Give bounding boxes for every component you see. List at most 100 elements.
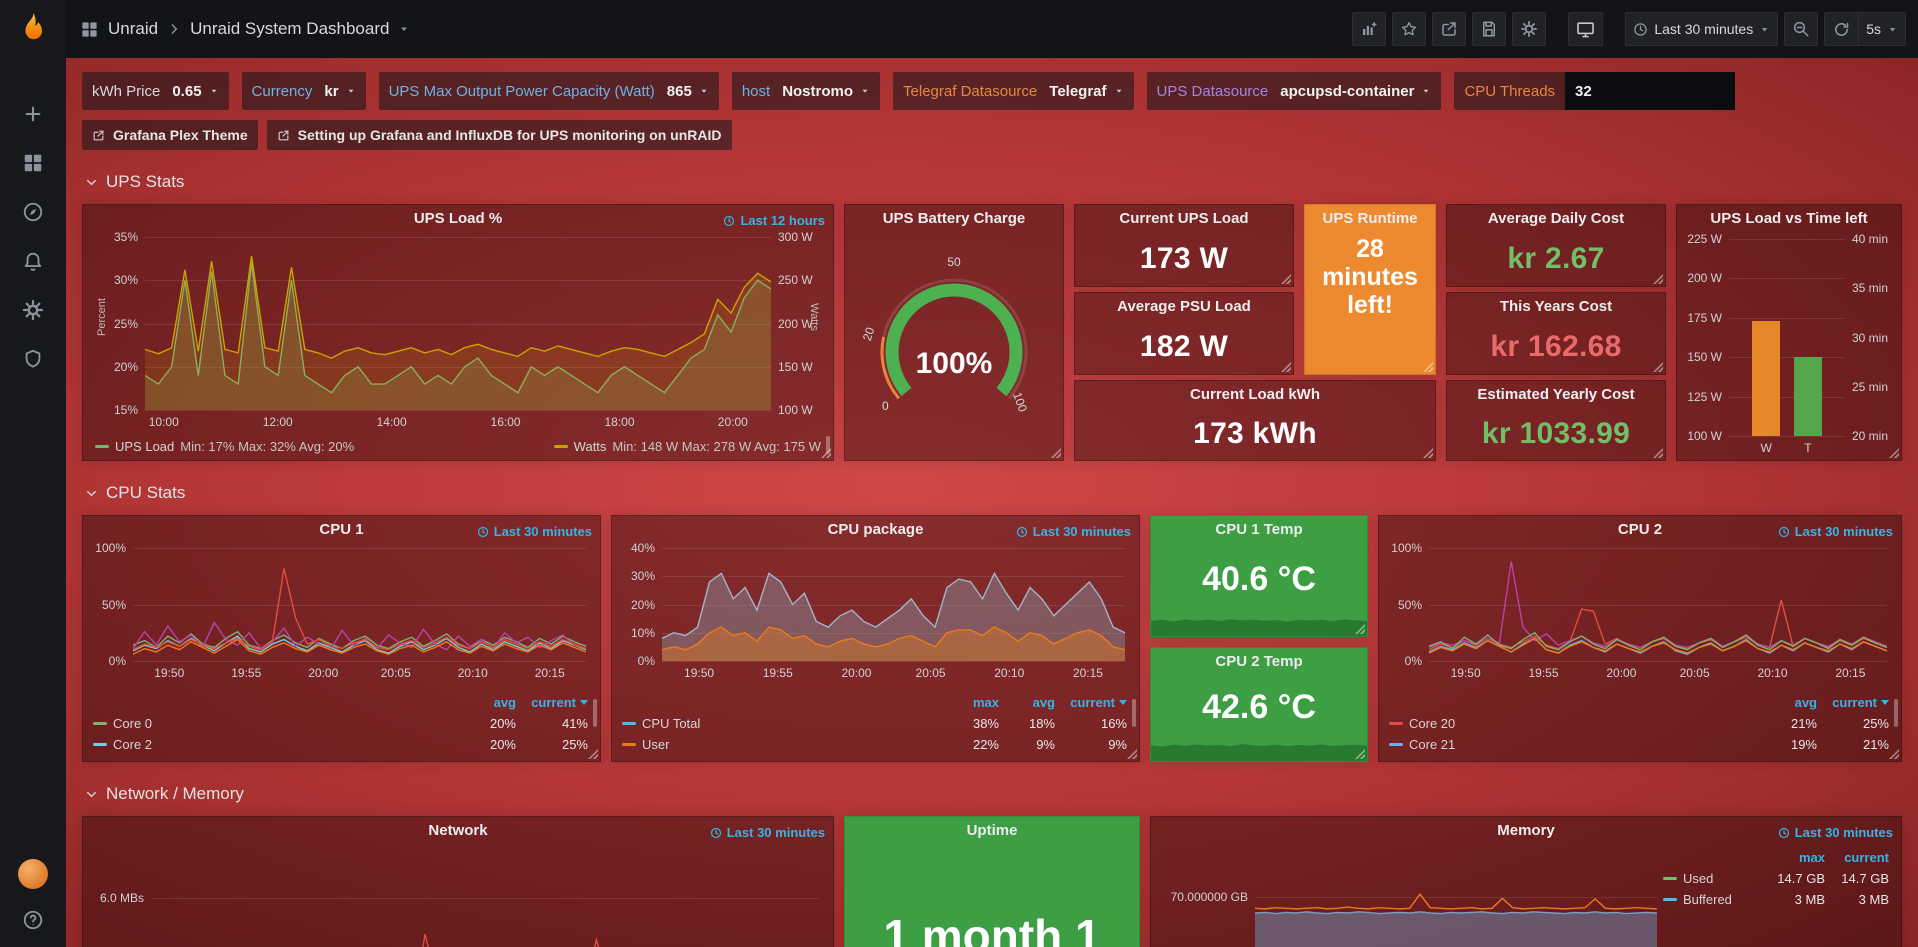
cpu-package-chart[interactable]: 40% 30% 20% 10% 0% 19:50 19:55 20:00 20:05 20:10 2… [618,541,1133,683]
dashboard-links-row: Grafana Plex Theme Setting up Grafana an… [82,120,1902,150]
series-marker [93,722,107,725]
stat-value: kr 162.68 [1490,329,1622,363]
help-icon[interactable] [22,909,44,931]
variable-kwh-price[interactable]: kWh Price 0.65 [82,72,229,110]
cpu1-chart[interactable]: 100% 50% 0% 19:50 19:55 20:00 20:05 20:10 20:15 [89,541,594,683]
server-admin-shield-icon[interactable] [22,348,44,370]
series-marker [1663,877,1677,880]
panel-cpu-2-temp: CPU 2 Temp 42.6 °C [1150,647,1368,762]
panel-title[interactable]: UPS Load % [413,209,503,227]
legend-header-avg[interactable]: avg [493,695,516,710]
variable-telegraf-datasource[interactable]: Telegraf Datasource Telegraf [893,72,1134,110]
link-ups-monitoring-guide[interactable]: Setting up Grafana and InfluxDB for UPS … [266,120,732,150]
breadcrumb-dashboard[interactable]: Unraid System Dashboard [190,19,390,38]
apps-grid-icon[interactable] [80,20,99,39]
stat-value: 173 kWh [1193,416,1317,450]
configuration-gear-icon[interactable] [22,299,44,321]
temp-sparkline [1151,735,1367,761]
cpu-threads-input[interactable] [1565,72,1736,110]
legend-scrollbar[interactable] [826,436,830,454]
share-button[interactable] [1432,12,1467,46]
topbar-actions: Last 30 minutes 5s [1352,12,1906,46]
refresh-interval-select[interactable]: 5s [1858,12,1906,46]
stat-value: 173 W [1139,241,1229,275]
stat-value: 182 W [1139,329,1229,363]
memory-chart[interactable]: 70.000000 GB60.000000 GB50.000000 GB [1157,845,1657,947]
row-header-ups-stats[interactable]: UPS Stats [84,172,1902,192]
variable-host[interactable]: host Nostromo [731,72,881,110]
row-header-network-memory[interactable]: Network / Memory [84,784,1902,804]
cycle-view-monitor-button[interactable] [1568,12,1604,46]
legend-scrollbar[interactable] [593,699,597,727]
variable-ups-datasource[interactable]: UPS Datasource apcupsd-container [1146,72,1442,110]
time-override-badge: Last 30 minutes [710,825,825,840]
time-range-picker[interactable]: Last 30 minutes [1625,12,1779,46]
row-header-cpu-stats[interactable]: CPU Stats [84,483,1902,503]
variable-ups-max-watt[interactable]: UPS Max Output Power Capacity (Watt) 865 [378,72,719,110]
legend-header-current[interactable]: current [516,695,588,710]
legend-scrollbar[interactable] [1894,699,1898,727]
panel-ups-load-vs-time-left: UPS Load vs Time left 225 W 200 W 175 W 150… [1676,204,1902,461]
caret-down-icon [1116,89,1122,93]
sort-caret-icon [1881,700,1889,705]
series-marker [622,743,636,746]
add-panel-button[interactable] [1352,12,1387,46]
user-avatar[interactable] [18,859,48,889]
breadcrumb-app[interactable]: Unraid [108,19,159,38]
dashboard-settings-button[interactable] [1512,12,1547,46]
create-plus-icon[interactable] [22,103,44,125]
gauge-arc [880,278,1028,400]
refresh-interval-label: 5s [1866,21,1881,37]
alerting-bell-icon[interactable] [22,250,44,272]
refresh-button[interactable] [1824,12,1859,46]
grafana-logo-icon[interactable] [15,10,51,51]
explore-compass-icon[interactable] [22,201,44,223]
series-marker [1389,722,1403,725]
legend-item[interactable]: Watts Min: 148 W Max: 278 W Avg: 175 W [553,439,821,454]
star-button[interactable] [1392,12,1427,46]
caret-down-icon [701,89,707,93]
load-vs-time-chart[interactable]: 225 W 200 W 175 W 150 W 125 W 100 W 40 min 35 m… [1687,232,1889,455]
dashboards-icon[interactable] [22,152,44,174]
dashboard-canvas: kWh Price 0.65 Currency kr UPS Max Outpu… [66,58,1918,947]
legend-row: Used 14.7 GB 14.7 GB [1663,868,1889,889]
clock-icon [710,827,721,838]
legend-row: Core 20 21% 25% [1389,713,1889,734]
legend-table: avg current Core 0 20% 41% Core 2 20% 25% [93,692,588,755]
gauge-tick: 50 [947,255,961,269]
time-range-label: Last 30 minutes [1654,21,1754,37]
zoom-out-button[interactable] [1784,12,1819,46]
cpu2-chart[interactable]: 100% 50% 0% 19:50 19:55 20:00 20:05 20:10 20:15 [1385,541,1895,683]
panel-cpu-package: CPU package Last 30 minutes 40% 30% 20% 10%… [611,515,1140,762]
ups-stats-row: UPS Load % Last 12 hours 35% 30% 25% 20% 15%… [82,204,1902,461]
panel-ups-runtime: UPS Runtime 28 minutes left! [1304,204,1436,375]
panel-memory: Memory Last 30 minutes 70.000000 GB60.00… [1150,816,1902,947]
clock-icon [1016,526,1027,537]
stat-value: 1 month 1 [883,910,1101,947]
clock-icon [477,526,488,537]
sort-caret-icon [1119,700,1127,705]
save-button[interactable] [1472,12,1507,46]
series-marker [93,743,107,746]
link-grafana-plex-theme[interactable]: Grafana Plex Theme [82,120,258,150]
stat-value: kr 2.67 [1507,241,1605,275]
ups-load-chart[interactable]: 35% 30% 25% 20% 15% 300 W 250 W 200 W 150 W 100 W… [96,230,820,429]
legend-item[interactable]: UPS Load Min: 17% Max: 32% Avg: 20% [95,439,354,454]
legend-scrollbar[interactable] [1132,699,1136,727]
time-override-badge: Last 30 minutes [1778,524,1893,539]
series-marker [553,444,568,448]
caret-down-icon [348,89,354,93]
panel-title[interactable]: UPS Battery Charge [882,209,1026,227]
legend-row: Core 0 20% 41% [93,713,588,734]
panel-ups-load: UPS Load % Last 12 hours 35% 30% 25% 20% 15%… [82,204,834,461]
caret-down-icon [211,89,217,93]
stat-value: 42.6 °C [1202,688,1316,726]
variable-currency[interactable]: Currency kr [241,72,366,110]
network-chart[interactable]: 6.0 MBs4.0 MBs2.0 MBs [89,845,827,947]
temp-sparkline [1151,610,1367,636]
time-override-badge: Last 30 minutes [1016,524,1131,539]
variable-cpu-threads[interactable]: CPU Threads [1454,72,1736,110]
caret-down-icon[interactable] [398,23,410,35]
clock-icon [724,215,735,226]
